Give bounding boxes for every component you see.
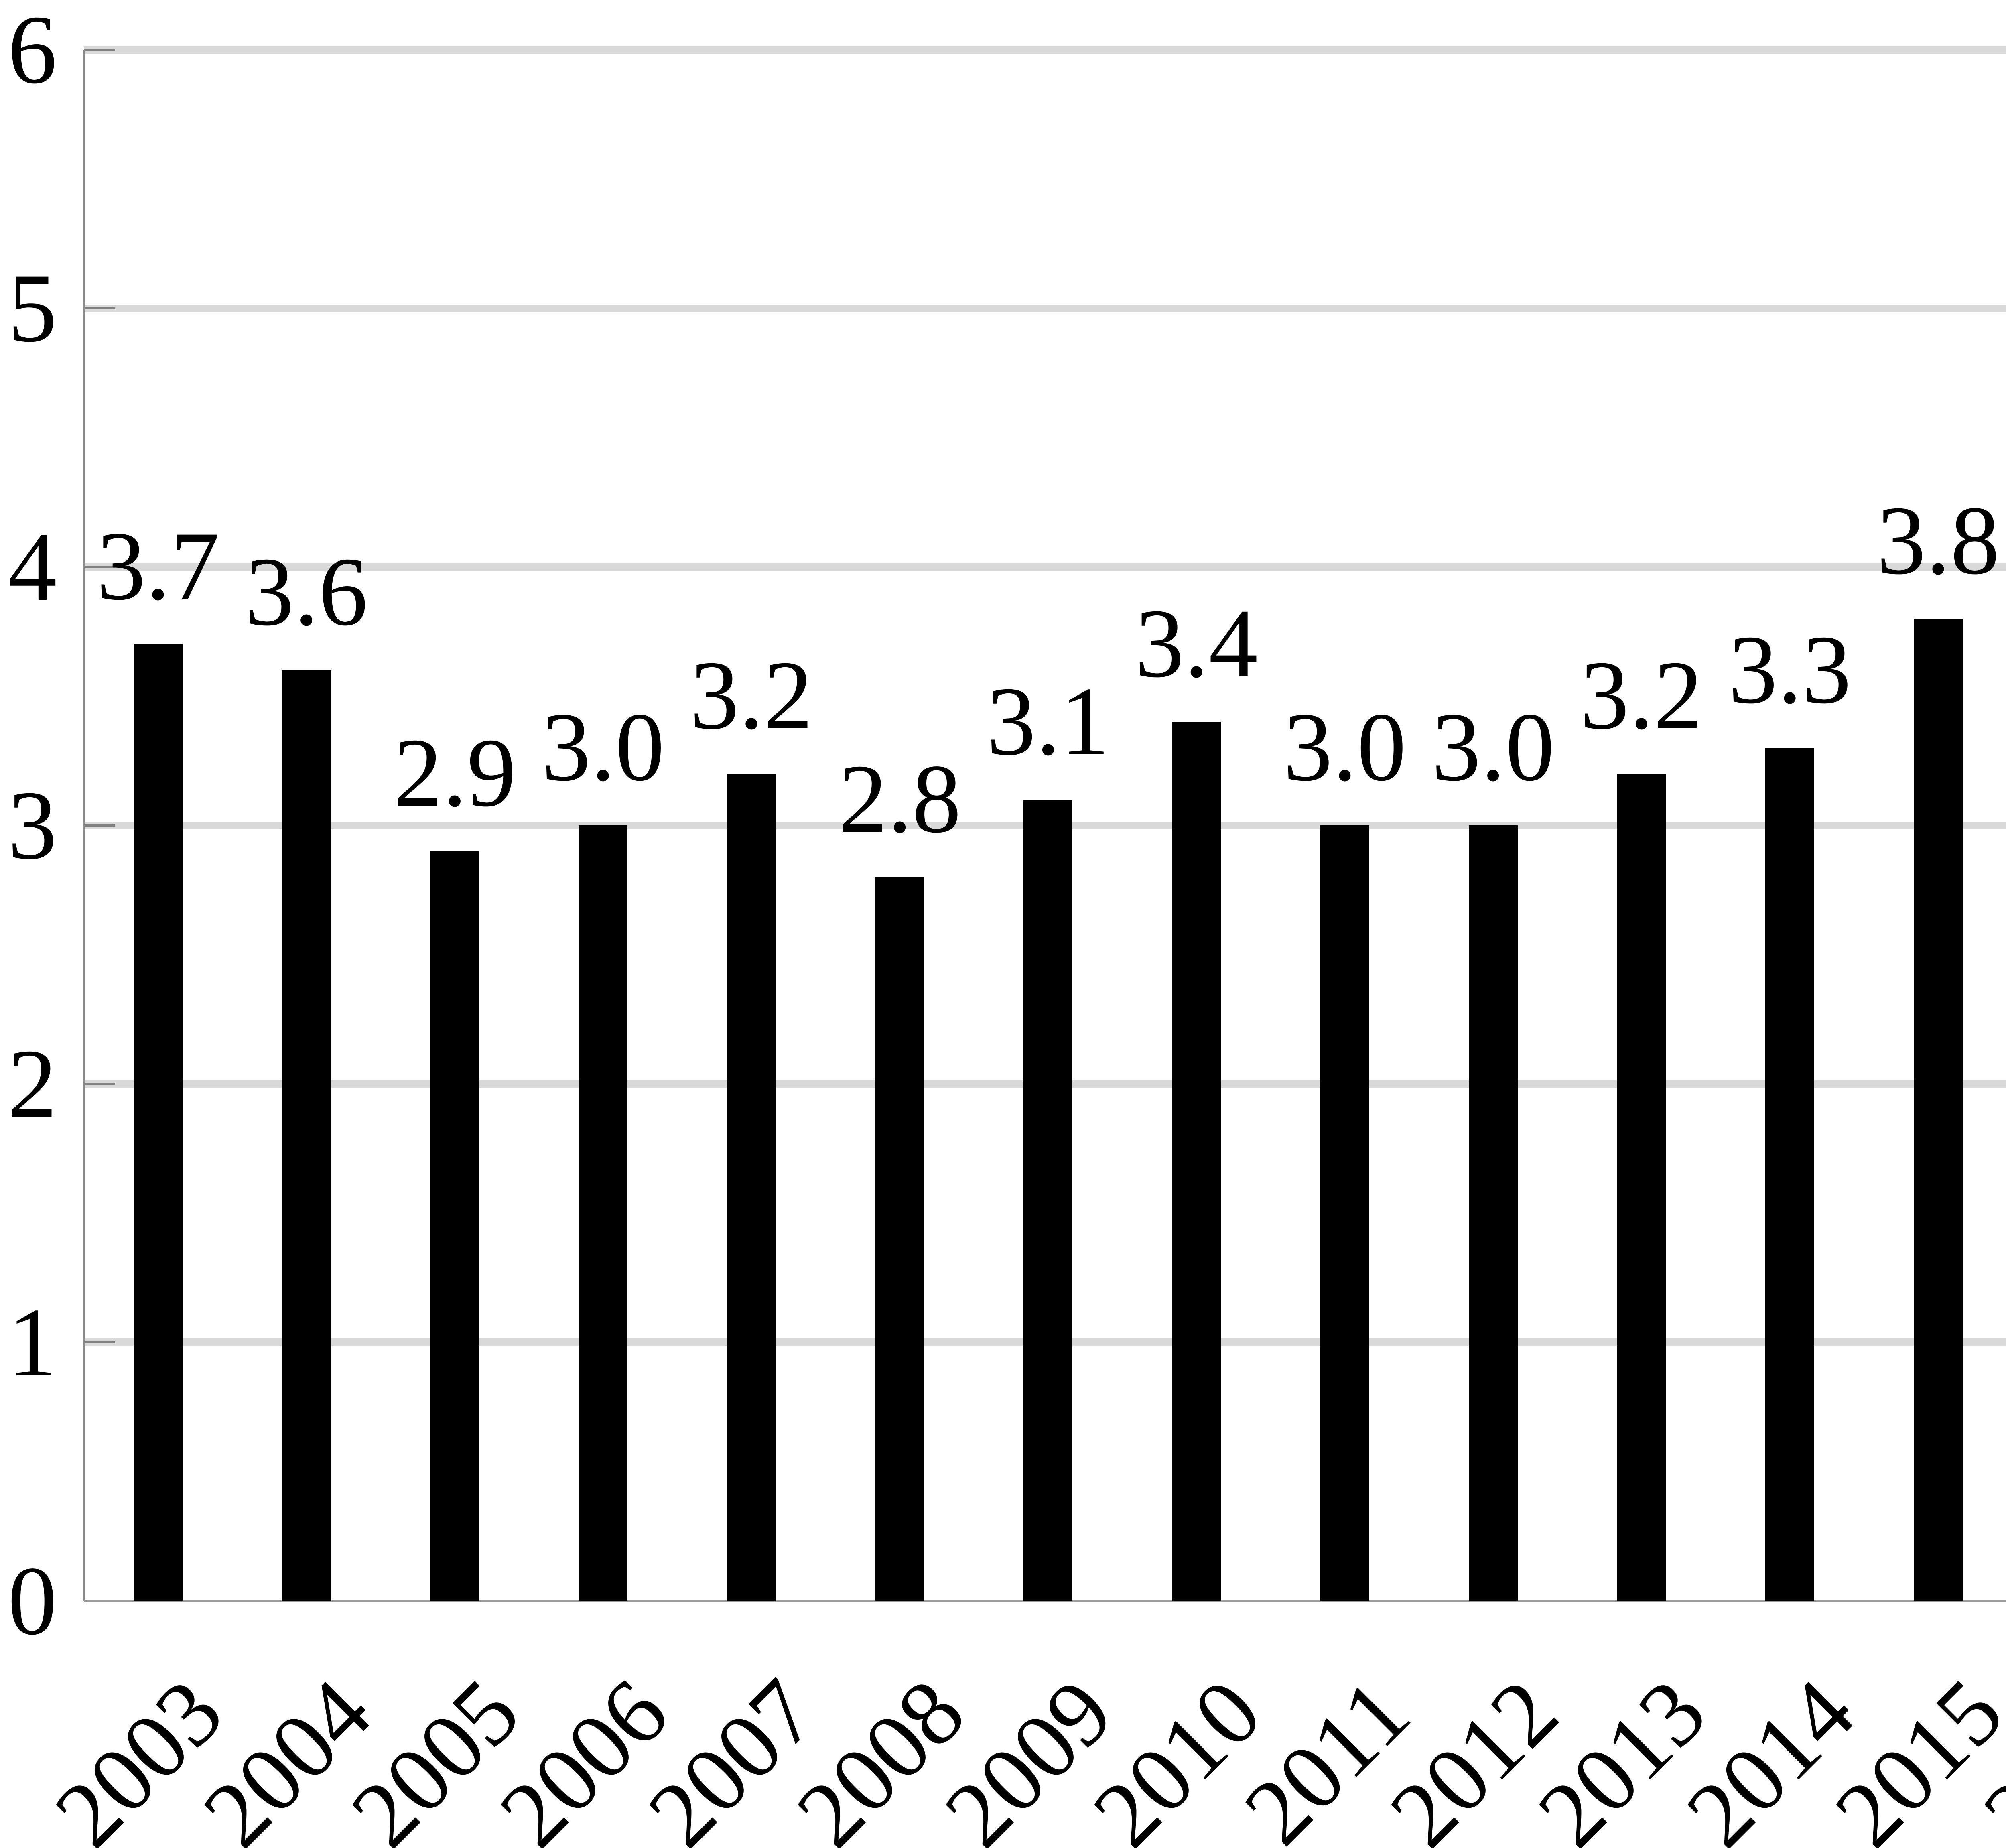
bar	[1172, 722, 1221, 1601]
bar-value-label: 3.2	[1580, 641, 1703, 750]
bar	[1913, 618, 1963, 1601]
y-axis-tick-mark	[84, 49, 115, 51]
bar	[1617, 774, 1666, 1601]
y-axis-tick-mark	[84, 824, 115, 827]
gridline	[84, 304, 2006, 312]
bar	[579, 825, 628, 1601]
bar-value-label: 3.1	[987, 666, 1110, 776]
y-tick-label: 4	[8, 512, 57, 621]
bar	[282, 670, 331, 1601]
y-tick-label: 1	[8, 1288, 57, 1397]
y-tick-label: 6	[8, 0, 57, 104]
x-tick-label: 2003	[35, 1659, 242, 1848]
y-tick-label: 2	[8, 1029, 57, 1138]
bar-value-label: 3.6	[245, 537, 368, 646]
bar-value-label: 3.4	[1135, 589, 1258, 698]
bar	[430, 851, 479, 1601]
bar	[727, 774, 776, 1601]
bar	[1765, 747, 1815, 1601]
y-tick-label: 0	[8, 1546, 57, 1655]
gridline	[84, 563, 2006, 571]
y-axis-tick-mark	[84, 1341, 115, 1344]
bar-value-label: 3.0	[1431, 692, 1555, 802]
bar	[1468, 825, 1518, 1601]
bar-value-label: 3.7	[96, 511, 219, 620]
y-axis-tick-mark	[84, 566, 115, 568]
bar	[133, 644, 183, 1601]
y-axis-line	[83, 50, 85, 1601]
bar	[1320, 825, 1369, 1601]
y-axis-tick-mark	[84, 307, 115, 309]
gridline	[84, 46, 2006, 54]
bar-value-label: 3.2	[690, 641, 813, 750]
bar-value-label: 2.9	[393, 718, 516, 827]
bar	[875, 877, 924, 1601]
y-tick-label: 3	[8, 771, 57, 879]
bar-value-label: 3.8	[1876, 485, 2000, 595]
bar-value-label: 3.0	[542, 692, 665, 802]
bar-value-label: 3.3	[1728, 615, 1852, 724]
bar	[1023, 799, 1073, 1601]
x-axis-line	[84, 1600, 2006, 1602]
bar-value-label: 2.8	[838, 744, 961, 853]
y-tick-label: 5	[8, 254, 57, 363]
bar-value-label: 3.0	[1283, 692, 1406, 802]
y-axis-tick-mark	[84, 1082, 115, 1085]
